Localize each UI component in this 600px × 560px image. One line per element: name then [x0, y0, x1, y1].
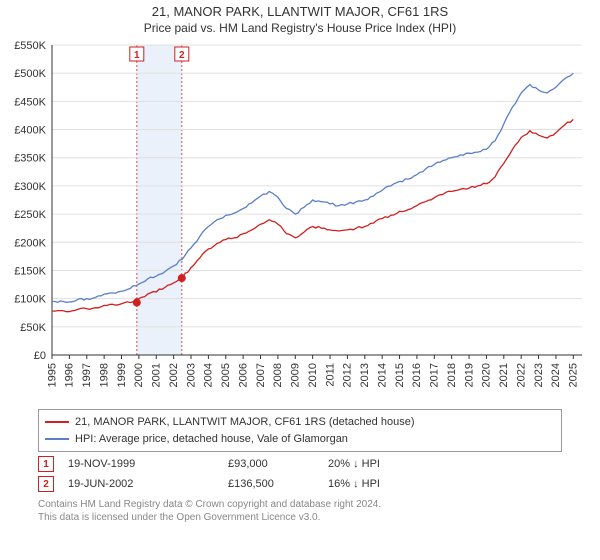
sale-marker-1: 1: [38, 456, 54, 472]
svg-text:1: 1: [134, 50, 140, 61]
sale-price-1: £93,000: [228, 458, 328, 470]
legend-label-property: 21, MANOR PARK, LLANTWIT MAJOR, CF61 1RS…: [75, 414, 415, 431]
legend-box: 21, MANOR PARK, LLANTWIT MAJOR, CF61 1RS…: [38, 409, 562, 452]
chart-titles: 21, MANOR PARK, LLANTWIT MAJOR, CF61 1RS…: [0, 0, 600, 35]
svg-text:2023: 2023: [533, 363, 545, 387]
svg-text:2016: 2016: [411, 363, 423, 387]
svg-text:2006: 2006: [237, 363, 249, 387]
svg-text:£50K: £50K: [20, 322, 46, 334]
svg-text:2012: 2012: [342, 363, 354, 387]
svg-text:1996: 1996: [64, 363, 76, 387]
legend-item-hpi: HPI: Average price, detached house, Vale…: [45, 431, 555, 448]
sale-row-1: 1 19-NOV-1999 £93,000 20% ↓ HPI: [38, 454, 562, 474]
svg-text:£100K: £100K: [14, 294, 46, 306]
svg-text:2024: 2024: [550, 363, 562, 387]
svg-text:2002: 2002: [168, 363, 180, 387]
svg-text:2010: 2010: [307, 363, 319, 387]
svg-text:1998: 1998: [98, 363, 110, 387]
svg-text:1995: 1995: [46, 363, 58, 387]
svg-text:£150K: £150K: [14, 265, 46, 277]
footer-line-2: This data is licensed under the Open Gov…: [38, 511, 562, 524]
sale-marker-2: 2: [38, 476, 54, 492]
svg-text:2008: 2008: [272, 363, 284, 387]
sale-date-1: 19-NOV-1999: [68, 458, 228, 470]
svg-text:2015: 2015: [394, 363, 406, 387]
svg-text:2017: 2017: [429, 363, 441, 387]
svg-text:2021: 2021: [498, 363, 510, 387]
svg-text:2001: 2001: [151, 363, 163, 387]
svg-text:2014: 2014: [376, 363, 388, 387]
svg-text:£500K: £500K: [14, 68, 46, 80]
svg-text:£200K: £200K: [14, 237, 46, 249]
sale-price-2: £136,500: [228, 478, 328, 490]
legend-swatch-property: [45, 421, 69, 423]
svg-text:2004: 2004: [203, 363, 215, 387]
svg-text:2005: 2005: [220, 363, 232, 387]
legend-item-property: 21, MANOR PARK, LLANTWIT MAJOR, CF61 1RS…: [45, 414, 555, 431]
svg-text:2020: 2020: [481, 363, 493, 387]
svg-text:£550K: £550K: [14, 40, 46, 52]
svg-text:2019: 2019: [463, 363, 475, 387]
chart-area: £0 £50K £100K £150K £200K £250K £300K £350K £400…: [0, 35, 600, 405]
sale-date-2: 19-JUN-2002: [68, 478, 228, 490]
svg-text:£450K: £450K: [14, 96, 46, 108]
sale-row-2: 2 19-JUN-2002 £136,500 16% ↓ HPI: [38, 474, 562, 494]
chart-title: 21, MANOR PARK, LLANTWIT MAJOR, CF61 1RS: [0, 4, 600, 19]
sale-diff-1: 20% ↓ HPI: [328, 458, 448, 470]
footer-line-1: Contains HM Land Registry data © Crown c…: [38, 498, 562, 511]
svg-text:2025: 2025: [568, 363, 580, 387]
svg-text:£250K: £250K: [14, 209, 46, 221]
svg-text:2013: 2013: [359, 363, 371, 387]
legend-label-hpi: HPI: Average price, detached house, Vale…: [75, 431, 348, 448]
svg-text:2018: 2018: [446, 363, 458, 387]
svg-text:2011: 2011: [324, 363, 336, 387]
svg-text:2003: 2003: [185, 363, 197, 387]
svg-text:1999: 1999: [116, 363, 128, 387]
chart-subtitle: Price paid vs. HM Land Registry's House …: [0, 21, 600, 35]
svg-text:£350K: £350K: [14, 153, 46, 165]
svg-text:2009: 2009: [290, 363, 302, 387]
svg-text:2022: 2022: [515, 363, 527, 387]
svg-text:2: 2: [179, 50, 185, 61]
svg-text:£300K: £300K: [14, 181, 46, 193]
svg-text:£400K: £400K: [14, 125, 46, 137]
footer: Contains HM Land Registry data © Crown c…: [38, 498, 562, 524]
sales-table: 1 19-NOV-1999 £93,000 20% ↓ HPI 2 19-JUN…: [38, 454, 562, 494]
svg-text:£0: £0: [34, 350, 46, 362]
svg-text:2000: 2000: [133, 363, 145, 387]
legend-swatch-hpi: [45, 438, 69, 440]
svg-text:2007: 2007: [255, 363, 267, 387]
svg-text:1997: 1997: [81, 363, 93, 387]
sale-diff-2: 16% ↓ HPI: [328, 478, 448, 490]
price-chart: £0 £50K £100K £150K £200K £250K £300K £350K £400…: [0, 35, 600, 405]
